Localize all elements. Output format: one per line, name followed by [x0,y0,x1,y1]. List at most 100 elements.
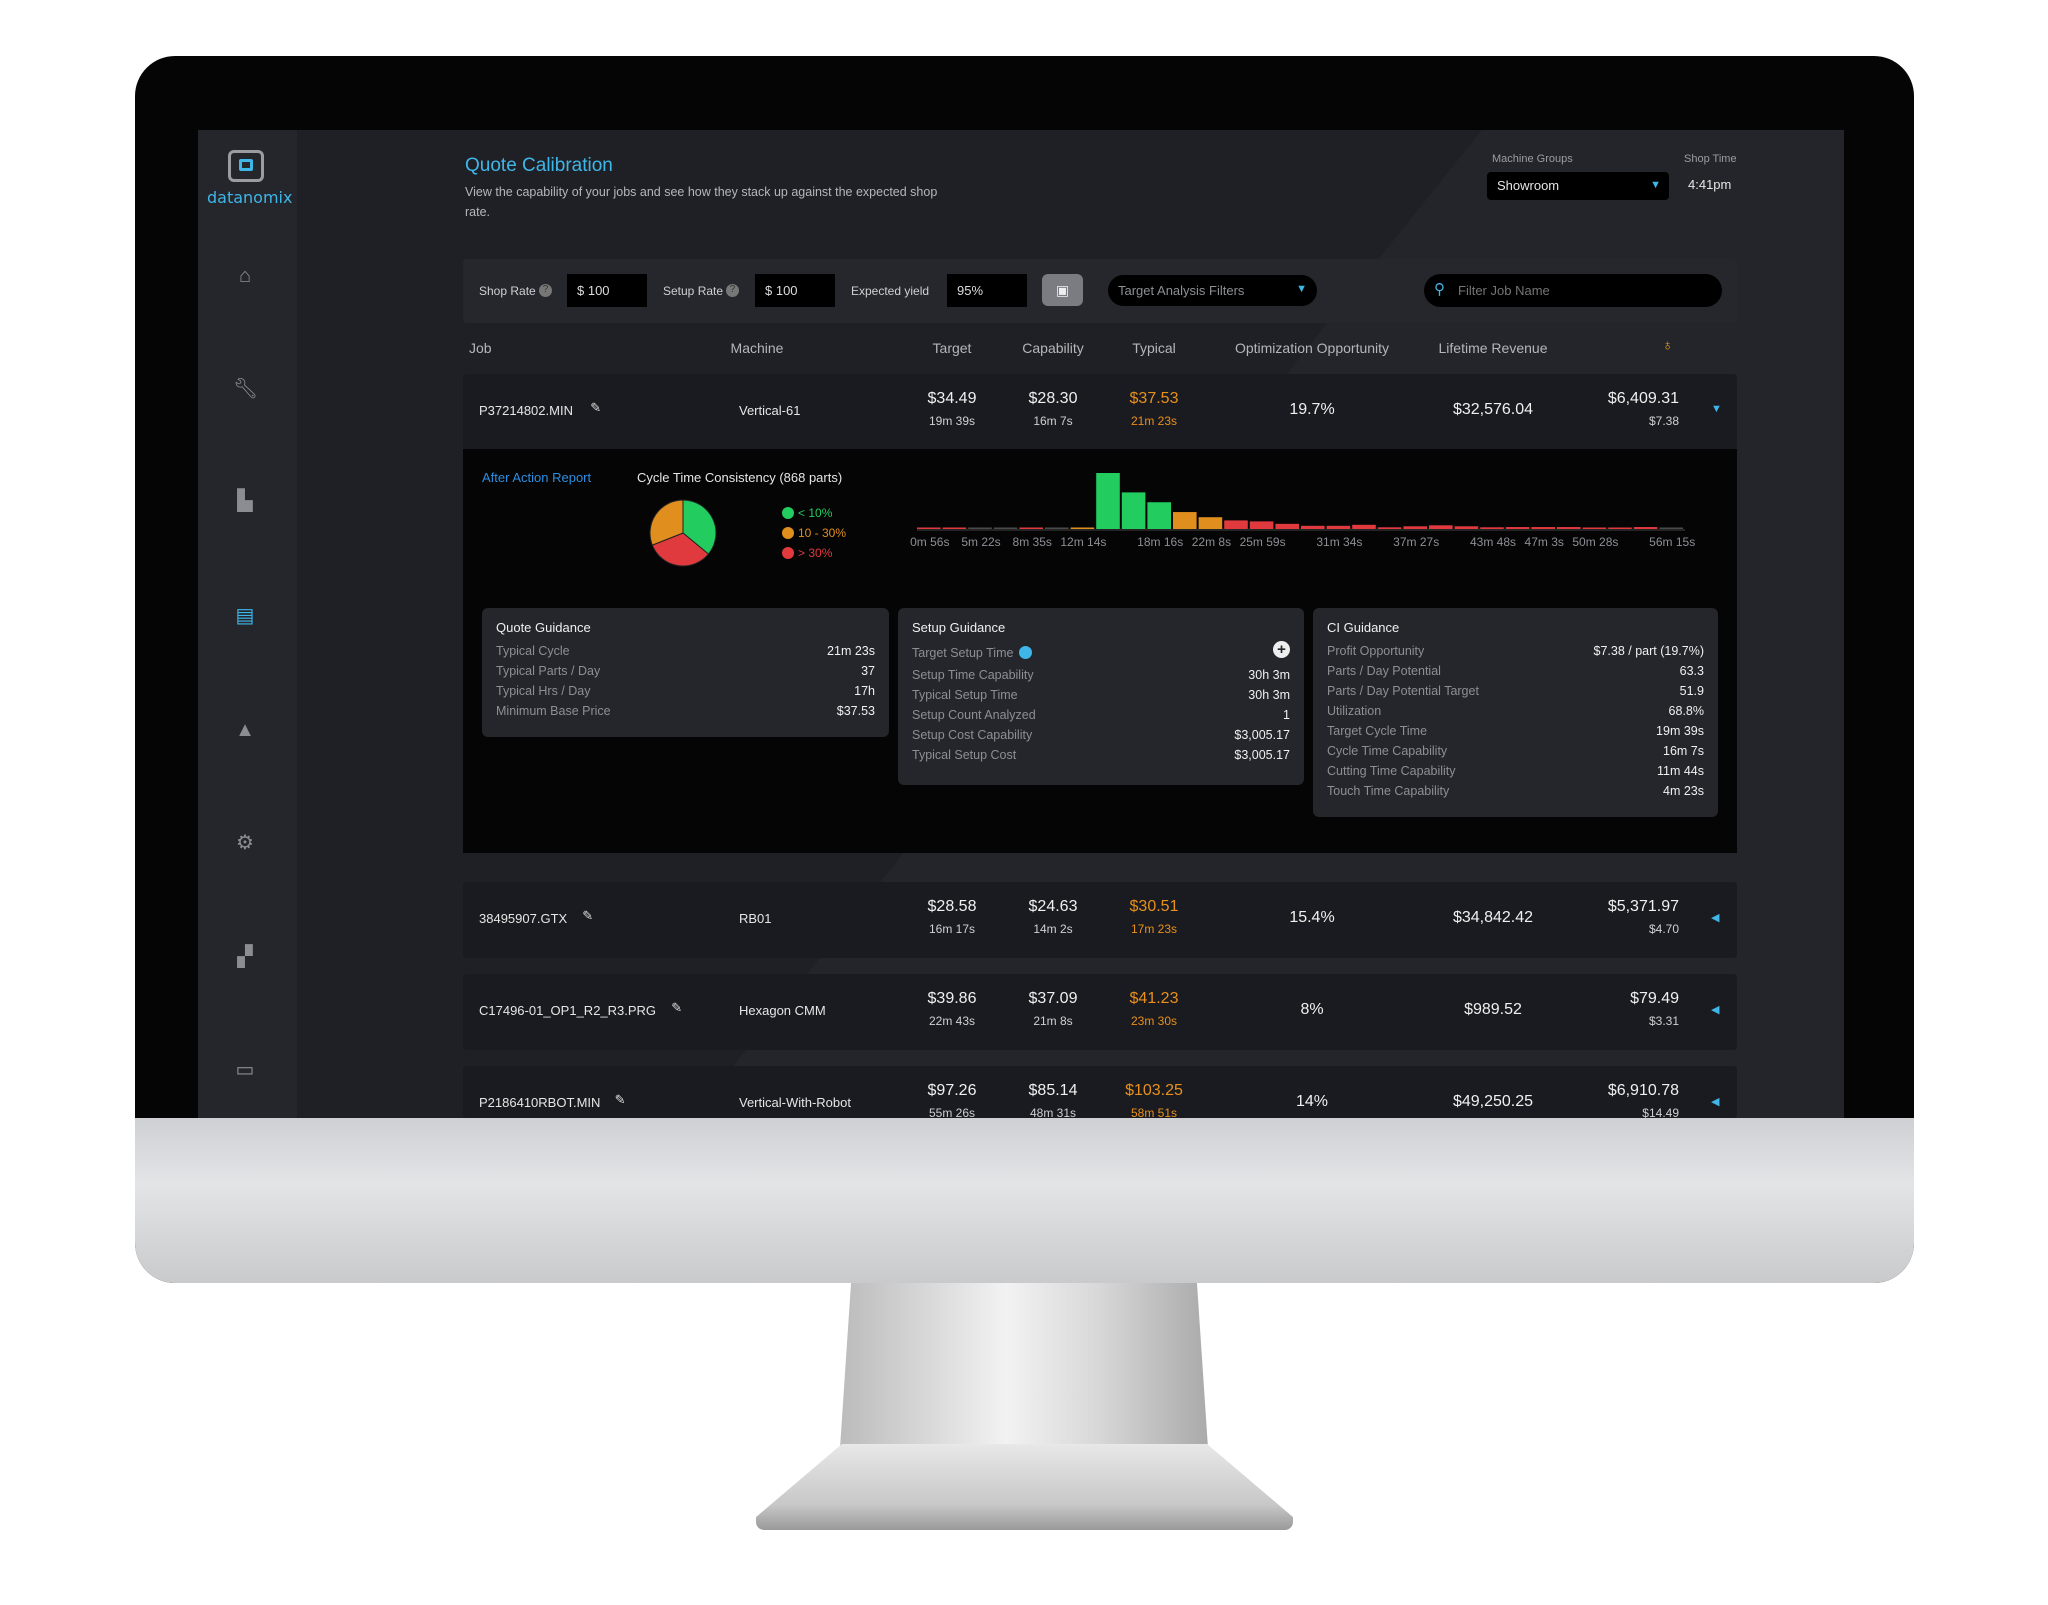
info-icon[interactable] [1019,646,1033,659]
monitor-stand [840,1283,1208,1448]
after-action-report-link[interactable]: After Action Report [482,470,592,485]
edit-icon[interactable]: ✎ [590,400,602,415]
wrench-icon[interactable]: 🔧︎ [233,378,259,400]
capability-time: 14m 2s [1033,922,1073,936]
histogram-bar[interactable] [1608,527,1632,530]
histogram-tick-label: 31m 34s [1316,535,1362,549]
histogram-tick-label: 5m 22s [961,535,1000,549]
column-header[interactable]: Lifetime Revenue [1438,340,1548,356]
bar-chart-icon[interactable]: ▙ [237,490,253,512]
column-header[interactable]: Capability [1022,340,1084,356]
expand-row-icon[interactable]: ◀ [1711,1096,1720,1108]
column-header[interactable]: Optimization Opportunity [1234,340,1390,356]
table-row[interactable] [463,374,1737,450]
histogram-bar[interactable] [1019,527,1043,530]
histogram-bar[interactable] [1633,527,1658,529]
page-subtitle: View the capability of your jobs and see… [465,185,938,219]
histogram-bar[interactable] [1403,526,1427,529]
histogram-bar[interactable] [1275,523,1299,529]
histogram-bar[interactable] [1198,517,1223,529]
card-row-value: 30h 3m [1248,668,1290,682]
capability-price: $28.30 [1028,390,1078,407]
card-row-label: Setup Time Capability [912,668,1034,682]
setup-rate-input[interactable] [755,274,835,307]
column-header[interactable]: Target [932,340,972,356]
typical-time: 17m 23s [1130,922,1178,936]
histogram-bar[interactable] [1377,527,1402,529]
histogram-bar[interactable] [993,527,1018,530]
histogram-bar[interactable] [1301,525,1325,529]
histogram-bar[interactable] [1173,512,1197,529]
job-search-input[interactable] [1448,274,1708,307]
collapse-row-icon[interactable]: ▼ [1711,403,1722,415]
table-row[interactable] [463,974,1737,1050]
card-row-label: Setup Count Analyzed [912,708,1036,722]
clipboard-icon[interactable]: ▤ [235,605,255,627]
pie-slice [682,499,717,555]
histogram-bar[interactable] [917,527,941,530]
histogram-bar[interactable] [1582,527,1607,530]
help-icon[interactable]: ? [726,284,739,297]
search-icon: ⚲ [1434,281,1445,298]
capability-price: $24.63 [1028,898,1078,915]
histogram-bar[interactable] [1659,527,1683,530]
histogram-bar[interactable] [1480,527,1504,529]
histogram-bar[interactable] [1429,525,1453,529]
gear-icon[interactable]: ⚙ [236,832,254,854]
help-icon[interactable]: ? [539,284,552,297]
home-icon[interactable]: ⌂ [238,265,252,287]
column-header[interactable]: Job [469,340,492,356]
histogram-bar[interactable] [1249,521,1274,529]
table-row[interactable] [463,1066,1737,1118]
column-header[interactable]: Typical [1132,340,1176,356]
target-cell: $34.49 19m 39s [928,390,977,428]
edit-icon[interactable]: ✎ [582,908,594,923]
histogram-bar[interactable] [1070,527,1095,530]
expand-row-icon[interactable]: ◀ [1711,912,1720,924]
histogram-bar[interactable] [1121,492,1146,529]
histogram-bar[interactable] [1326,525,1351,529]
card-row-value: 4m 23s [1663,784,1704,798]
histogram-bar[interactable] [1531,527,1555,529]
histogram-bar[interactable] [1224,520,1248,529]
histogram-bar[interactable] [1454,526,1479,529]
puzzle-icon[interactable]: ▞ [237,946,253,968]
shop-rate-input[interactable] [567,274,647,307]
card-row: Typical Setup Cost $3,005.17 [912,745,1290,765]
histogram-bar[interactable] [1147,502,1171,529]
card-row: Setup Count Analyzed 1 [912,705,1290,725]
add-target-button[interactable]: + [1273,641,1290,658]
lifetime-revenue: $34,842.42 [1452,909,1534,926]
histogram-bar[interactable] [1096,473,1120,529]
column-header[interactable]: Machine [730,340,784,356]
histogram-bar[interactable] [1045,527,1069,530]
card-row-value: $3,005.17 [1234,728,1290,742]
warning-icon[interactable]: ▲ [235,719,255,741]
target-analysis-filters-dropdown[interactable]: Target Analysis Filters ▼ [1108,275,1317,306]
job-search[interactable]: ⚲ [1424,274,1722,307]
machine-groups-dropdown[interactable]: Showroom ▼ [1487,172,1669,200]
consistency-pie [649,499,717,567]
shop-time-label: Shop Time [1684,153,1737,165]
edit-icon[interactable]: ✎ [614,1092,626,1107]
histogram-bar[interactable] [942,527,967,530]
histogram-tick-label: 18m 16s [1137,535,1183,549]
table-row[interactable] [463,882,1737,958]
pie-slice [651,532,710,567]
monitor-icon[interactable]: ▭ [235,1059,255,1081]
card-row-label: Typical Setup Cost [912,748,1017,762]
expected-yield-input[interactable] [947,274,1027,307]
legend-dot [782,547,794,559]
card-row: Cycle Time Capability 16m 7s [1327,741,1704,761]
histogram-bar[interactable] [1557,527,1581,529]
edit-icon[interactable]: ✎ [671,1000,683,1015]
card-row-value: 51.9 [1679,684,1704,698]
expected-yield-label: Expected yield [851,284,930,298]
histogram-bar[interactable] [1505,527,1530,529]
save-button[interactable]: ▣ [1042,274,1083,306]
histogram-tick-label: 37m 27s [1393,535,1439,549]
histogram-bar[interactable] [968,527,992,530]
expand-row-icon[interactable]: ◀ [1711,1004,1720,1016]
histogram-bar[interactable] [1352,524,1376,529]
profit-per-part: $3.31 [1648,1014,1679,1028]
